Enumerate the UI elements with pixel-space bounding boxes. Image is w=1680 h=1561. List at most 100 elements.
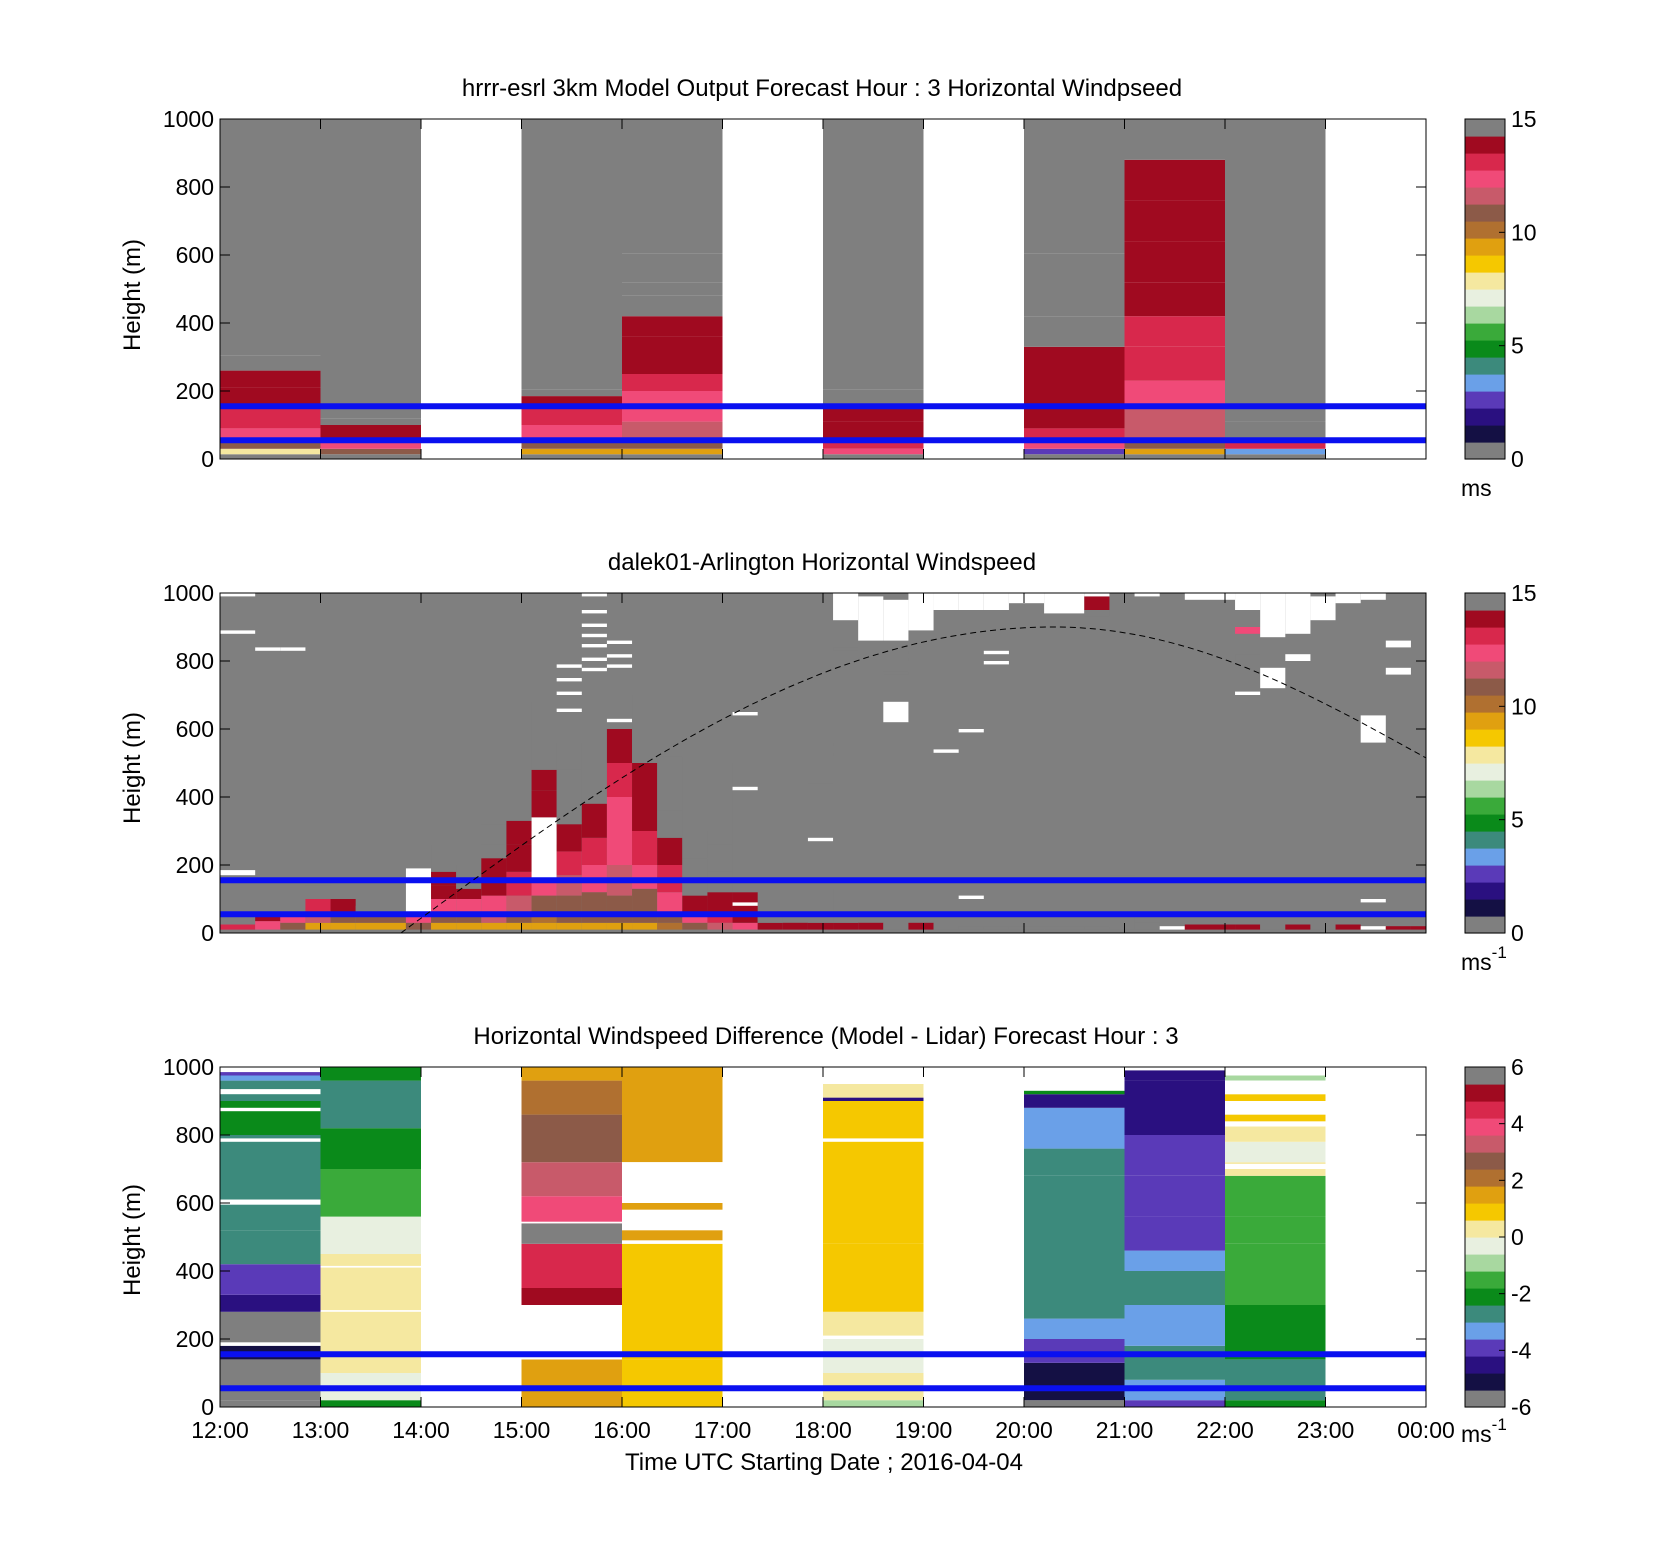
no-data-cell [983, 661, 1009, 665]
heatmap-cell [1124, 408, 1225, 439]
panel-title: Horizontal Windspeed Difference (Model -… [473, 1023, 1178, 1050]
no-data-cell [606, 640, 633, 644]
heatmap-cell [220, 1294, 321, 1312]
heatmap-cell [556, 742, 582, 770]
no-data-cell [255, 647, 281, 651]
colorbar-swatch [1465, 1220, 1505, 1238]
heatmap-cell [883, 657, 909, 661]
colorbar-unit-exponent: -1 [1492, 943, 1507, 962]
colorbar-swatch [1465, 1118, 1505, 1136]
heatmap-cell [581, 892, 607, 913]
heatmap-cell [606, 695, 633, 729]
heatmap-cell [1024, 1400, 1125, 1407]
heatmap-cell [1225, 1216, 1326, 1244]
heatmap-cell [220, 1135, 321, 1200]
no-data-cell [556, 664, 582, 668]
heatmap-cell [1410, 926, 1426, 930]
heatmap-cell [556, 797, 582, 825]
y-tick-label: 600 [176, 1190, 214, 1216]
heatmap-cell [521, 454, 622, 459]
heatmap-cell [556, 895, 582, 913]
no-data-cell [1360, 926, 1386, 930]
heatmap-cell [622, 391, 723, 405]
colorbar-swatch [1465, 1305, 1505, 1323]
heatmap-cell [883, 671, 909, 675]
heatmap-cell [823, 1243, 924, 1312]
heatmap-cell [220, 1072, 321, 1076]
heatmap-cell [431, 865, 457, 872]
no-data-cell [958, 895, 984, 899]
heatmap-cell [732, 831, 758, 865]
heatmap-cell [606, 895, 633, 913]
heatmap-cell [657, 892, 683, 913]
heatmap-cell [481, 858, 507, 879]
heatmap-cell [823, 1084, 924, 1098]
heatmap-cell [305, 899, 331, 913]
heatmap-cell [682, 912, 708, 923]
colorbar-frame [1464, 118, 1506, 460]
colorbar-swatch [1465, 340, 1505, 358]
no-data-cell [220, 630, 256, 634]
colorbar-swatch [1465, 1254, 1505, 1272]
y-tick-label: 0 [201, 1394, 214, 1420]
y-tick-label: 0 [201, 446, 214, 472]
colorbar: 0 5 10 15 ms-1 [1461, 580, 1537, 975]
heatmap-cell [320, 1400, 421, 1407]
colorbar-swatch [1465, 916, 1505, 934]
heatmap-cell [1225, 1305, 1326, 1360]
heatmap-cell [958, 926, 984, 930]
heatmap-cell [1024, 1148, 1125, 1176]
heatmap-cell [1084, 926, 1110, 930]
heatmap-cell [823, 1400, 924, 1407]
heatmap-cell [355, 914, 406, 923]
no-data-cell [1184, 593, 1236, 600]
heatmap-cell [220, 370, 321, 388]
colorbar-swatch [1465, 323, 1505, 341]
x-tick-label: 22:00 [1196, 1417, 1254, 1443]
colorbar-swatch [1465, 425, 1505, 443]
heatmap-cell [823, 389, 924, 405]
heatmap-cell [1124, 1101, 1225, 1135]
heatmap-cell [506, 922, 532, 930]
heatmap-cell [220, 408, 321, 429]
y-ticks: 0 200 400 600 800 1000 [163, 580, 1426, 946]
heatmap-cell [506, 844, 532, 872]
colorbar-swatch [1465, 610, 1505, 628]
y-tick-label: 800 [176, 1122, 214, 1148]
heatmap-cell [606, 763, 633, 797]
heatmap-cell [1184, 924, 1236, 930]
heatmap-cell [1044, 926, 1085, 930]
heatmap-cell [1024, 1107, 1125, 1149]
no-data-cell [1225, 1101, 1326, 1115]
colorbar-swatch [1465, 272, 1505, 290]
colorbar-swatch [1465, 255, 1505, 273]
heatmap-cell [782, 922, 808, 930]
no-data-cell [581, 610, 607, 614]
heatmap-cell [622, 1243, 723, 1360]
heatmap-cell [632, 763, 658, 797]
heatmap-cell [632, 888, 658, 913]
heatmap-cell [220, 355, 321, 371]
missing-cell [622, 119, 723, 254]
heatmap-cell [632, 865, 658, 889]
heatmap-cell [707, 844, 733, 872]
heatmap-cell [657, 810, 683, 838]
colorbar-swatch [1465, 306, 1505, 324]
heatmap-cell [622, 1067, 723, 1163]
missing-cell [220, 119, 321, 356]
heatmap-cell [1008, 926, 1045, 930]
colorbar-swatch [1465, 644, 1505, 662]
heatmap-cell [1024, 316, 1125, 347]
no-data-cell [983, 650, 1009, 655]
heatmap-cell [1225, 1243, 1326, 1305]
heatmap-cell [883, 650, 909, 655]
missing-cell [1024, 119, 1125, 254]
colorbar-swatch [1465, 763, 1505, 781]
y-ticks: 0 200 400 600 800 1000 [163, 1054, 1426, 1420]
colorbar-unit-label: ms-1 [1461, 943, 1507, 975]
no-data-cell [581, 633, 607, 638]
heatmap-cell [1024, 408, 1125, 429]
no-data-cell [581, 667, 607, 672]
colorbar-tick-label: 6 [1511, 1054, 1524, 1080]
heatmap-cell [622, 336, 723, 357]
